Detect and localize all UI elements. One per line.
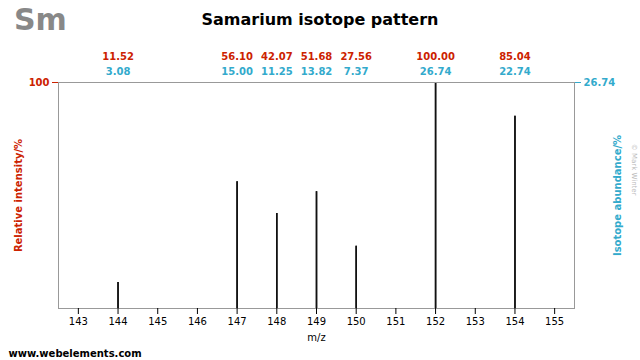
svg-text:148: 148 [267, 316, 286, 327]
svg-text:15.00: 15.00 [221, 66, 253, 77]
svg-text:13.82: 13.82 [301, 66, 333, 77]
svg-text:85.04: 85.04 [499, 51, 531, 62]
svg-text:11.52: 11.52 [102, 51, 134, 62]
svg-text:27.56: 27.56 [340, 51, 372, 62]
svg-text:149: 149 [307, 316, 326, 327]
svg-text:m/z: m/z [307, 332, 325, 343]
svg-text:143: 143 [69, 316, 88, 327]
svg-text:56.10: 56.10 [221, 51, 253, 62]
svg-text:146: 146 [188, 316, 207, 327]
svg-text:153: 153 [466, 316, 485, 327]
svg-text:7.37: 7.37 [344, 66, 369, 77]
svg-text:155: 155 [545, 316, 564, 327]
svg-text:152: 152 [426, 316, 445, 327]
svg-text:26.74: 26.74 [584, 77, 616, 88]
html-text:Samarium isotope pattern: Samarium isotope pattern [201, 10, 439, 29]
svg-text:51.68: 51.68 [301, 51, 333, 62]
svg-text:154: 154 [505, 316, 524, 327]
svg-text:3.08: 3.08 [106, 66, 131, 77]
svg-text:144: 144 [108, 316, 127, 327]
svg-text:11.25: 11.25 [261, 66, 293, 77]
svg-text:145: 145 [148, 316, 167, 327]
svg-text:147: 147 [228, 316, 247, 327]
svg-text:150: 150 [347, 316, 366, 327]
svg-text:26.74: 26.74 [420, 66, 452, 77]
svg-text:22.74: 22.74 [499, 66, 531, 77]
svg-text:151: 151 [386, 316, 405, 327]
svg-text:100.00: 100.00 [416, 51, 455, 62]
svg-text:42.07: 42.07 [261, 51, 293, 62]
html-text:Sm: Sm [14, 2, 67, 37]
svg-text:Relative intensity/%: Relative intensity/% [13, 139, 24, 252]
svg-text:100: 100 [29, 77, 50, 88]
svg-text:Isotope abundance/%: Isotope abundance/% [612, 135, 623, 256]
svg-text:© Mark Winter: © Mark Winter [630, 144, 638, 196]
svg-text:www.webelements.com: www.webelements.com [9, 348, 142, 359]
